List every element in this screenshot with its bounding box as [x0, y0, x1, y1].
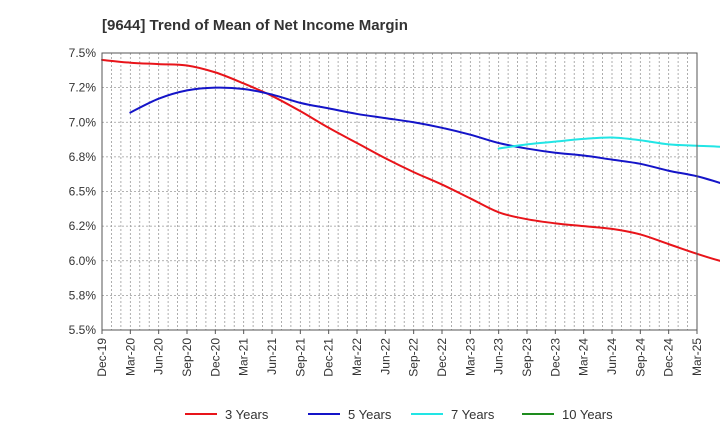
x-tick-label: Mar-20: [123, 338, 137, 376]
series-line-5-years: [129, 86, 720, 184]
y-tick-label: 6.2%: [69, 219, 97, 233]
x-tick-label: Mar-21: [237, 338, 251, 376]
x-tick-label: Dec-19: [95, 338, 109, 377]
legend-label: 7 Years: [451, 407, 495, 422]
x-tick-label: Mar-22: [350, 338, 364, 376]
x-tick-label: Jun-22: [378, 338, 392, 375]
x-tick-label: Mar-23: [463, 338, 477, 376]
legend-label: 3 Years: [225, 407, 269, 422]
x-tick-label: Jun-23: [492, 338, 506, 375]
y-tick-label: 6.8%: [69, 150, 97, 164]
y-tick-label: 5.8%: [69, 288, 97, 302]
x-tick-label: Dec-20: [208, 338, 222, 377]
x-tick-label: Jun-20: [152, 338, 166, 375]
y-tick-label: 6.5%: [69, 185, 97, 199]
series-layer: [101, 58, 720, 262]
x-tick-label: Sep-22: [407, 338, 421, 377]
x-tick-label: Mar-25: [690, 338, 704, 376]
x-tick-label: Dec-24: [662, 338, 676, 377]
grid-layer: [101, 52, 698, 331]
x-tick-label: Jun-21: [265, 338, 279, 375]
series-line-7-years: [497, 136, 720, 150]
chart-title: [9644] Trend of Mean of Net Income Margi…: [102, 17, 408, 34]
y-tick-label: 7.5%: [69, 46, 97, 60]
y-tick-label: 7.0%: [69, 115, 97, 129]
y-tick-label: 7.2%: [69, 81, 97, 95]
axis-layer: 5.5% 5.8% 6.0% 6.2% 6.5% 6.8% 7.0% 7.2% 7.5% Dec-…: [69, 46, 704, 377]
x-tick-label: Sep-24: [633, 338, 647, 377]
x-tick-label: Sep-21: [293, 338, 307, 377]
x-tick-label: Mar-24: [577, 338, 591, 376]
x-tick-label: Dec-23: [548, 338, 562, 377]
x-tick-label: Jun-24: [605, 338, 619, 375]
plot-frame: [101, 52, 698, 331]
series-line-3-years: [101, 58, 720, 262]
legend-label: 10 Years: [562, 407, 613, 422]
y-tick-label: 5.5%: [69, 323, 97, 337]
x-tick-label: Sep-20: [180, 338, 194, 377]
x-tick-label: Dec-21: [322, 338, 336, 377]
legend-label: 5 Years: [348, 407, 392, 422]
x-tick-label: Sep-23: [520, 338, 534, 377]
x-tick-label: Dec-22: [435, 338, 449, 377]
y-tick-label: 6.0%: [69, 254, 97, 268]
legend: 3 Years 5 Years 7 Years 10 Years: [185, 407, 613, 422]
